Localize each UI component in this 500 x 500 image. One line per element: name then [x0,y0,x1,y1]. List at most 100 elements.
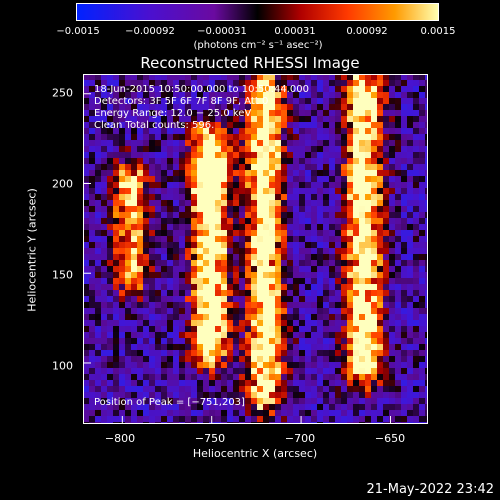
heatmap-cell [179,194,185,200]
heatmap-cell [149,410,155,416]
heatmap-cell [239,182,245,188]
heatmap-cell [251,200,257,206]
heatmap-cell [167,362,173,368]
heatmap-cell [317,380,323,386]
heatmap-cell [197,308,203,314]
heatmap-cell [161,410,167,416]
heatmap-cell [197,182,203,188]
heatmap-cell [335,164,341,170]
heatmap-cell [287,302,293,308]
heatmap-cell [95,152,101,158]
heatmap-cell [137,398,143,404]
heatmap-cell [149,98,155,104]
heatmap-cell [173,212,179,218]
heatmap-cell [125,224,131,230]
heatmap-cell [185,110,191,116]
heatmap-cell [353,128,359,134]
heatmap-cell [215,278,221,284]
heatmap-cell [83,110,89,116]
heatmap-cell [383,260,389,266]
heatmap-cell [401,374,407,380]
heatmap-cell [215,86,221,92]
y-tick-label: 100 [52,359,73,373]
heatmap-cell [329,398,335,404]
heatmap-cell [215,92,221,98]
heatmap-cell [275,152,281,158]
heatmap-cell [299,302,305,308]
heatmap-cell [335,422,341,424]
heatmap-cell [83,182,89,188]
heatmap-cell [143,356,149,362]
heatmap-cell [359,122,365,128]
heatmap-cell [329,362,335,368]
heatmap-cell [95,194,101,200]
heatmap-cell [221,242,227,248]
heatmap-cell [419,344,425,350]
heatmap-cell [401,164,407,170]
heatmap-cell [245,356,251,362]
heatmap-cell [371,344,377,350]
heatmap-cell [245,200,251,206]
heatmap-cell [389,152,395,158]
heatmap-cell [203,338,209,344]
heatmap-cell [167,356,173,362]
heatmap-cell [191,386,197,392]
heatmap-cell [101,320,107,326]
heatmap-cell [137,146,143,152]
heatmap-cell [263,110,269,116]
heatmap-cell [173,80,179,86]
heatmap-cell [89,164,95,170]
heatmap-cell [281,254,287,260]
heatmap-cell [419,236,425,242]
heatmap-cell [293,110,299,116]
heatmap-cell [179,218,185,224]
heatmap-cell [227,284,233,290]
heatmap-cell [221,80,227,86]
heatmap-cell [413,296,419,302]
heatmap-cell [377,218,383,224]
heatmap-cell [311,422,317,424]
heatmap-cell [383,176,389,182]
heatmap-cell [251,182,257,188]
heatmap-cell [311,104,317,110]
heatmap-cell [185,164,191,170]
heatmap-cell [89,410,95,416]
heatmap-cell [263,314,269,320]
heatmap-cell [311,356,317,362]
heatmap-cell [203,398,209,404]
heatmap-cell [113,410,119,416]
heatmap-cell [251,146,257,152]
heatmap-cell [353,188,359,194]
heatmap-cell [227,206,233,212]
heatmap-cell [197,224,203,230]
heatmap-cell [137,212,143,218]
heatmap-cell [203,272,209,278]
heatmap-cell [113,236,119,242]
heatmap-cell [125,272,131,278]
heatmap-cell [323,404,329,410]
heatmap-cell [209,278,215,284]
heatmap-cell [221,158,227,164]
heatmap-cell [137,362,143,368]
heatmap-cell [341,194,347,200]
heatmap-cell [125,92,131,98]
heatmap-cell [275,200,281,206]
heatmap-cell [341,266,347,272]
heatmap-cell [365,272,371,278]
heatmap-cell [395,374,401,380]
heatmap-cell [119,206,125,212]
heatmap-cell [209,194,215,200]
heatmap-cell [209,206,215,212]
heatmap-cell [239,80,245,86]
colorbar-tick: −0.00092 [125,26,175,37]
heatmap-cell [287,314,293,320]
heatmap-cell [233,188,239,194]
heatmap-cell [269,128,275,134]
heatmap-cell [323,200,329,206]
heatmap-cell [359,380,365,386]
heatmap-cell [161,110,167,116]
heatmap-cell [239,302,245,308]
heatmap-cell [113,326,119,332]
heatmap-cell [203,224,209,230]
heatmap-cell [311,368,317,374]
